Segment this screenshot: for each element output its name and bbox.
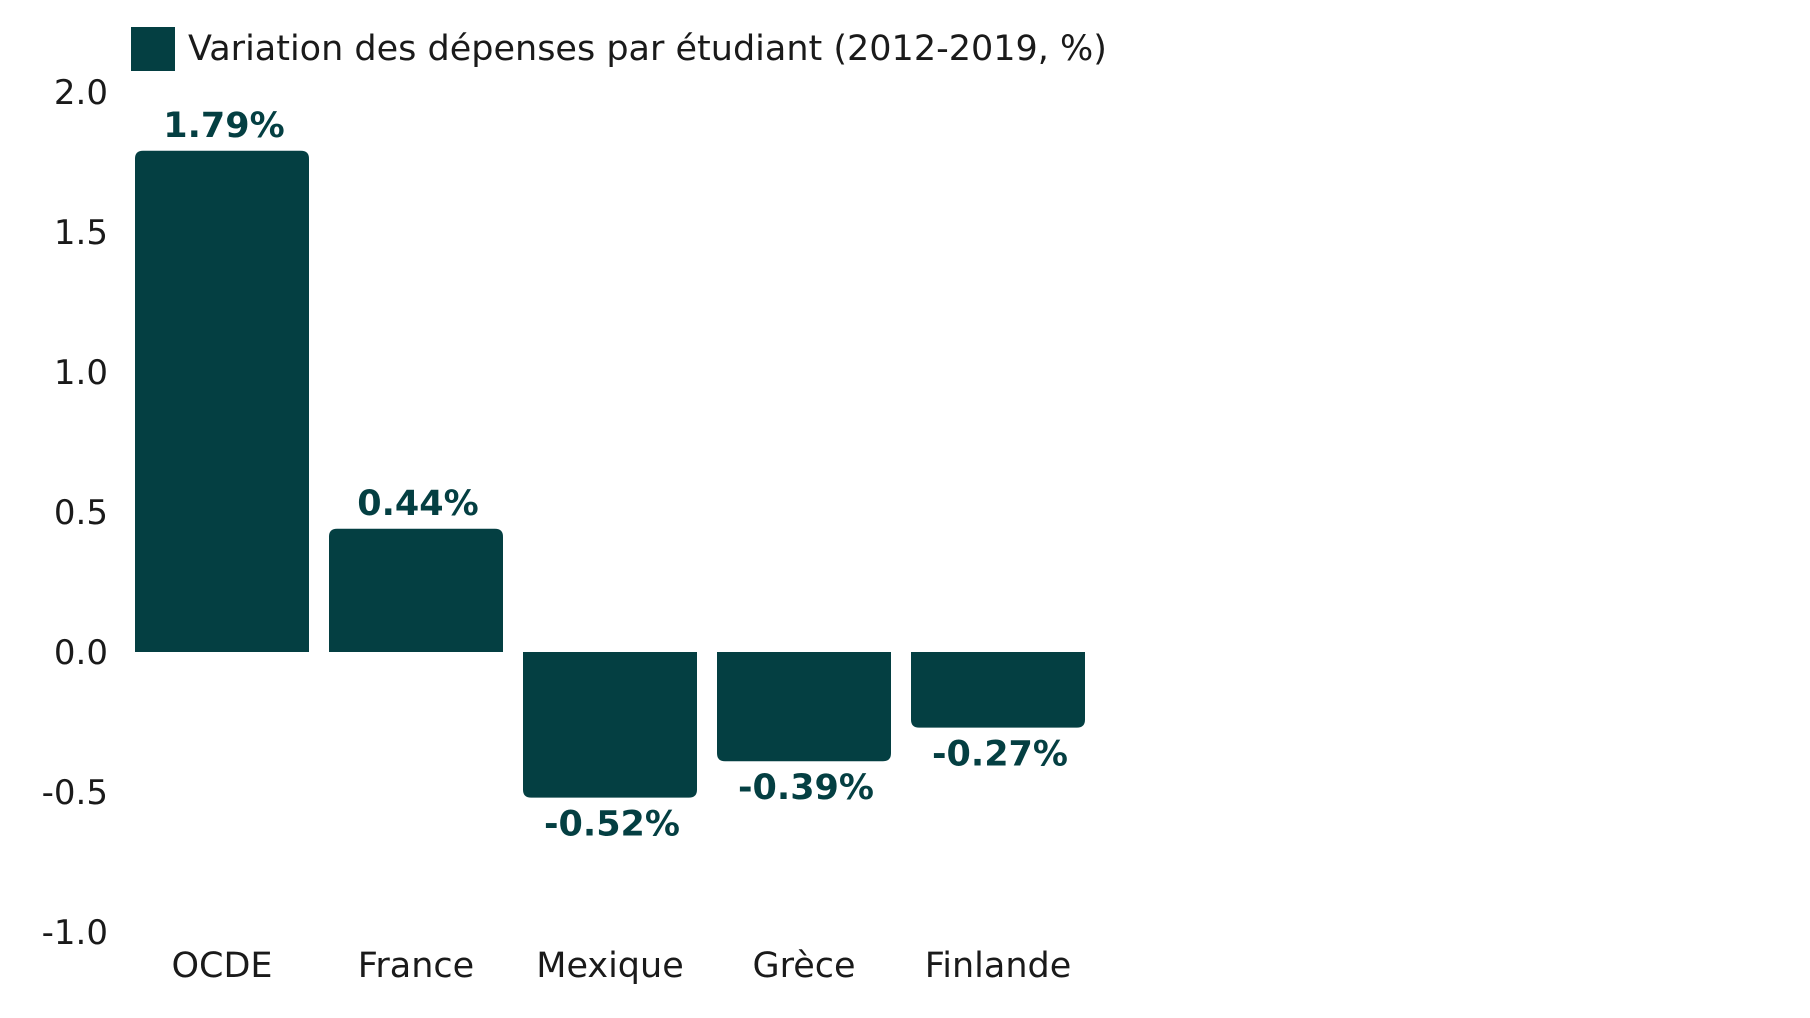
legend-swatch [131, 27, 175, 71]
legend: Variation des dépenses par étudiant (201… [131, 27, 1107, 71]
y-tick-label: 0.5 [54, 493, 108, 533]
data-label: -0.52% [544, 805, 680, 845]
y-tick-label: 2.0 [54, 73, 108, 113]
bar-ocde [135, 150, 309, 653]
x-tick-label: Mexique [536, 946, 684, 986]
y-tick-label: -1.0 [42, 913, 108, 953]
y-axis: 2.0 1.5 1.0 0.5 0.0 -0.5 -1.0 [42, 73, 108, 953]
x-axis: OCDE France Mexique Grèce Finlande [171, 946, 1071, 986]
x-tick-label: Finlande [925, 946, 1072, 986]
x-tick-label: France [358, 946, 474, 986]
data-label: -0.39% [738, 768, 874, 808]
y-tick-label: 0.0 [54, 633, 108, 673]
data-label: 0.44% [357, 484, 478, 524]
y-tick-label: -0.5 [42, 773, 108, 813]
y-tick-label: 1.0 [54, 353, 108, 393]
bar-france [329, 528, 503, 652]
legend-label: Variation des dépenses par étudiant (201… [188, 29, 1107, 69]
bars [135, 150, 1085, 798]
data-label: 1.79% [163, 106, 284, 146]
x-tick-label: OCDE [171, 946, 272, 986]
data-labels: 1.79% 0.44% -0.52% -0.39% -0.27% [163, 106, 1068, 845]
x-tick-label: Grèce [752, 946, 855, 986]
bar-finlande [911, 652, 1085, 728]
bar-grèce [717, 652, 891, 762]
bar-mexique [523, 652, 697, 798]
data-label: -0.27% [932, 735, 1068, 775]
y-tick-label: 1.5 [54, 213, 108, 253]
